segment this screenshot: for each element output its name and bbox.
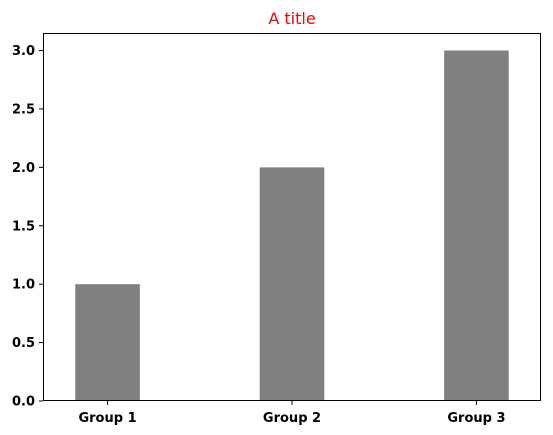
bars [75, 50, 509, 402]
bar-group-3 [444, 50, 509, 402]
y-tick-label: 3.0 [12, 44, 35, 59]
chart-title: A title [268, 9, 315, 28]
y-tick-label: 1.0 [12, 278, 35, 293]
y-tick-label: 0.0 [12, 395, 35, 410]
y-axis: 0.0 0.5 1.0 1.5 2.0 2.5 3.0 [12, 44, 43, 410]
bar-group-1 [75, 284, 140, 401]
y-tick-label: 2.0 [12, 161, 35, 176]
bar-group-2 [259, 167, 325, 401]
x-tick-label: Group 1 [78, 411, 136, 426]
plot-frame [43, 33, 541, 401]
x-tick-label: Group 3 [447, 411, 505, 426]
x-axis: Group 1 Group 2 Group 3 [78, 401, 506, 426]
y-tick-label: 1.5 [12, 219, 35, 234]
y-tick-label: 0.5 [12, 336, 35, 351]
y-tick-label: 2.5 [12, 102, 35, 117]
x-tick-label: Group 2 [263, 411, 321, 426]
